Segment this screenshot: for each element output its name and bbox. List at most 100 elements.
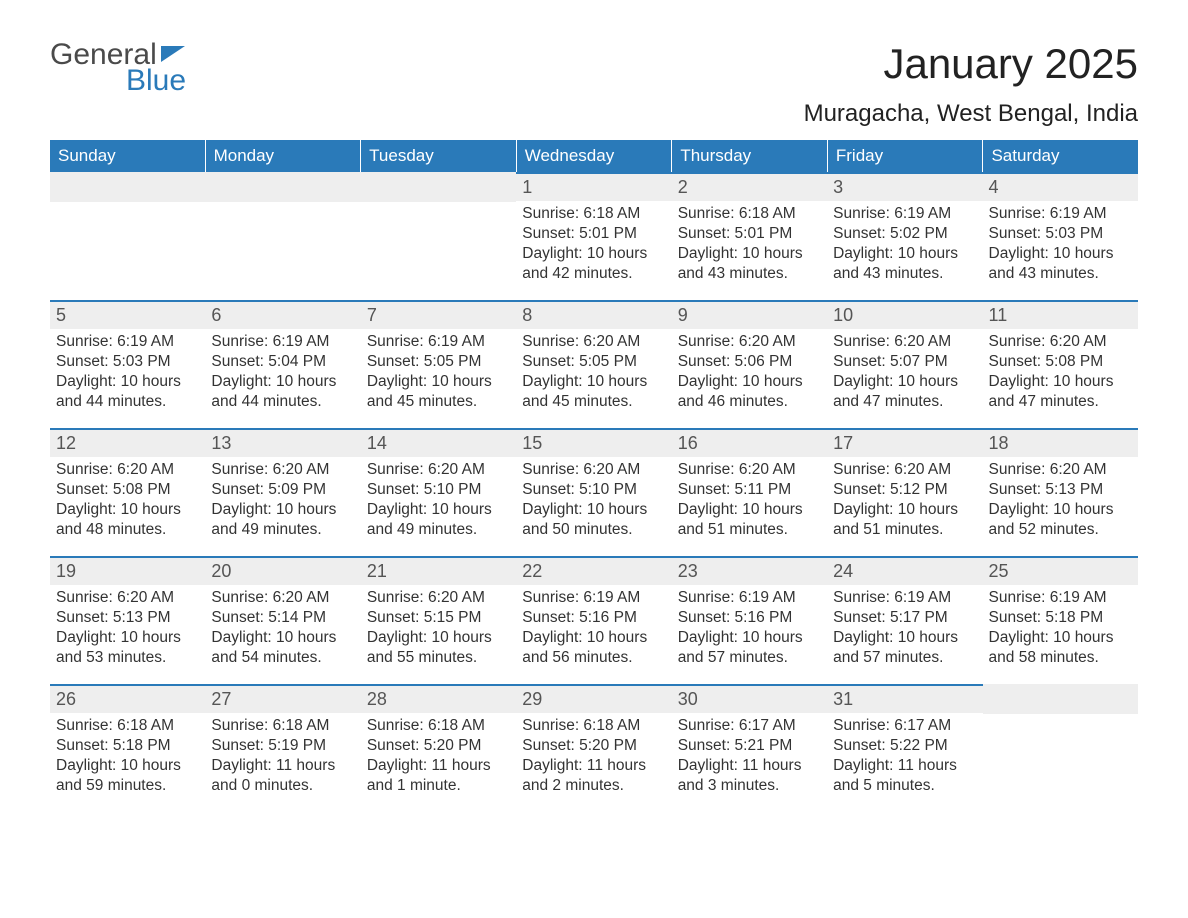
weeks-container: 1Sunrise: 6:18 AMSunset: 5:01 PMDaylight… bbox=[50, 172, 1138, 812]
day-cell: 12Sunrise: 6:20 AMSunset: 5:08 PMDayligh… bbox=[50, 428, 205, 556]
sunrise-text: Sunrise: 6:19 AM bbox=[833, 204, 976, 224]
day-number: 29 bbox=[516, 684, 671, 713]
sunrise-text: Sunrise: 6:20 AM bbox=[522, 460, 665, 480]
day-number bbox=[50, 172, 205, 202]
sunrise-text: Sunrise: 6:19 AM bbox=[367, 332, 510, 352]
day-number: 22 bbox=[516, 556, 671, 585]
daylight-text: Daylight: 10 hours and 56 minutes. bbox=[522, 628, 665, 668]
day-content: Sunrise: 6:18 AMSunset: 5:19 PMDaylight:… bbox=[205, 713, 360, 797]
day-number: 16 bbox=[672, 428, 827, 457]
daylight-text: Daylight: 10 hours and 52 minutes. bbox=[989, 500, 1132, 540]
day-cell: 17Sunrise: 6:20 AMSunset: 5:12 PMDayligh… bbox=[827, 428, 982, 556]
daylight-text: Daylight: 10 hours and 53 minutes. bbox=[56, 628, 199, 668]
sunrise-text: Sunrise: 6:20 AM bbox=[211, 588, 354, 608]
day-cell: 28Sunrise: 6:18 AMSunset: 5:20 PMDayligh… bbox=[361, 684, 516, 812]
weekday-header: Sunday bbox=[50, 140, 205, 172]
day-number: 20 bbox=[205, 556, 360, 585]
day-number: 12 bbox=[50, 428, 205, 457]
day-content: Sunrise: 6:19 AMSunset: 5:18 PMDaylight:… bbox=[983, 585, 1138, 669]
day-number: 31 bbox=[827, 684, 982, 713]
daylight-text: Daylight: 11 hours and 3 minutes. bbox=[678, 756, 821, 796]
sunrise-text: Sunrise: 6:19 AM bbox=[989, 588, 1132, 608]
day-cell bbox=[983, 684, 1138, 812]
day-content: Sunrise: 6:18 AMSunset: 5:20 PMDaylight:… bbox=[361, 713, 516, 797]
day-number: 27 bbox=[205, 684, 360, 713]
day-number: 30 bbox=[672, 684, 827, 713]
sunset-text: Sunset: 5:20 PM bbox=[367, 736, 510, 756]
week-row: 12 Sunrise: 6:20 AM Sunset: 5:08 PM Dayligh… bbox=[50, 428, 1138, 556]
day-number: 11 bbox=[983, 300, 1138, 329]
day-cell: 21Sunrise: 6:20 AMSunset: 5:15 PMDayligh… bbox=[361, 556, 516, 684]
day-content: Sunrise: 6:18 AMSunset: 5:01 PMDaylight:… bbox=[516, 201, 671, 285]
day-content: Sunrise: 6:20 AMSunset: 5:11 PMDaylight:… bbox=[672, 457, 827, 541]
day-number bbox=[205, 172, 360, 202]
weekday-header: Wednesday bbox=[516, 140, 672, 172]
day-cell: 25Sunrise: 6:19 AMSunset: 5:18 PMDayligh… bbox=[983, 556, 1138, 684]
day-cell: 13Sunrise: 6:20 AMSunset: 5:09 PMDayligh… bbox=[205, 428, 360, 556]
day-cell: 27Sunrise: 6:18 AMSunset: 5:19 PMDayligh… bbox=[205, 684, 360, 812]
location-label: Muragacha, West Bengal, India bbox=[50, 100, 1138, 128]
daylight-text: Daylight: 10 hours and 42 minutes. bbox=[522, 244, 665, 284]
daylight-text: Daylight: 10 hours and 49 minutes. bbox=[367, 500, 510, 540]
daylight-text: Daylight: 10 hours and 55 minutes. bbox=[367, 628, 510, 668]
day-cell bbox=[205, 172, 360, 300]
daylight-text: Daylight: 10 hours and 58 minutes. bbox=[989, 628, 1132, 668]
day-cell: 22Sunrise: 6:19 AMSunset: 5:16 PMDayligh… bbox=[516, 556, 671, 684]
day-number: 21 bbox=[361, 556, 516, 585]
logo: General Blue bbox=[50, 40, 186, 96]
sunset-text: Sunset: 5:15 PM bbox=[367, 608, 510, 628]
day-content: Sunrise: 6:19 AMSunset: 5:16 PMDaylight:… bbox=[516, 585, 671, 669]
daylight-text: Daylight: 10 hours and 45 minutes. bbox=[522, 372, 665, 412]
sunset-text: Sunset: 5:08 PM bbox=[56, 480, 199, 500]
daylight-text: Daylight: 10 hours and 50 minutes. bbox=[522, 500, 665, 540]
day-content: Sunrise: 6:20 AMSunset: 5:12 PMDaylight:… bbox=[827, 457, 982, 541]
sunrise-text: Sunrise: 6:18 AM bbox=[56, 716, 199, 736]
day-content: Sunrise: 6:20 AMSunset: 5:15 PMDaylight:… bbox=[361, 585, 516, 669]
sunset-text: Sunset: 5:13 PM bbox=[989, 480, 1132, 500]
sunset-text: Sunset: 5:04 PM bbox=[211, 352, 354, 372]
day-content: Sunrise: 6:19 AMSunset: 5:16 PMDaylight:… bbox=[672, 585, 827, 669]
day-number: 14 bbox=[361, 428, 516, 457]
weekday-header-row: SundayMondayTuesdayWednesdayThursdayFrid… bbox=[50, 140, 1138, 172]
daylight-text: Daylight: 10 hours and 49 minutes. bbox=[211, 500, 354, 540]
sunrise-text: Sunrise: 6:18 AM bbox=[678, 204, 821, 224]
sunset-text: Sunset: 5:16 PM bbox=[678, 608, 821, 628]
sunrise-text: Sunrise: 6:19 AM bbox=[833, 588, 976, 608]
daylight-text: Daylight: 11 hours and 1 minute. bbox=[367, 756, 510, 796]
day-content: Sunrise: 6:17 AMSunset: 5:21 PMDaylight:… bbox=[672, 713, 827, 797]
header: General Blue January 2025 bbox=[50, 40, 1138, 96]
day-number: 24 bbox=[827, 556, 982, 585]
weekday-header: Friday bbox=[827, 140, 983, 172]
day-content: Sunrise: 6:20 AMSunset: 5:10 PMDaylight:… bbox=[516, 457, 671, 541]
week-row: 19Sunrise: 6:20 AMSunset: 5:13 PMDayligh… bbox=[50, 556, 1138, 684]
day-content: Sunrise: 6:19 AMSunset: 5:03 PMDaylight:… bbox=[50, 329, 205, 413]
week-row: 1Sunrise: 6:18 AMSunset: 5:01 PMDaylight… bbox=[50, 172, 1138, 300]
day-cell: 19Sunrise: 6:20 AMSunset: 5:13 PMDayligh… bbox=[50, 556, 205, 684]
day-number: 7 bbox=[361, 300, 516, 329]
daylight-text: Daylight: 11 hours and 0 minutes. bbox=[211, 756, 354, 796]
sunrise-text: Sunrise: 6:18 AM bbox=[211, 716, 354, 736]
day-number: 8 bbox=[516, 300, 671, 329]
sunset-text: Sunset: 5:03 PM bbox=[56, 352, 199, 372]
day-cell: 5Sunrise: 6:19 AMSunset: 5:03 PMDaylight… bbox=[50, 300, 205, 428]
day-cell: 2Sunrise: 6:18 AMSunset: 5:01 PMDaylight… bbox=[672, 172, 827, 300]
sunrise-text: Sunrise: 6:19 AM bbox=[522, 588, 665, 608]
week-row: 5Sunrise: 6:19 AMSunset: 5:03 PMDaylight… bbox=[50, 300, 1138, 428]
day-content: Sunrise: 6:17 AMSunset: 5:22 PMDaylight:… bbox=[827, 713, 982, 797]
page-title: January 2025 bbox=[883, 40, 1138, 88]
sunrise-text: Sunrise: 6:20 AM bbox=[211, 460, 354, 480]
sunrise-text: Sunrise: 6:20 AM bbox=[522, 332, 665, 352]
sunset-text: Sunset: 5:20 PM bbox=[522, 736, 665, 756]
sunrise-text: Sunrise: 6:20 AM bbox=[833, 460, 976, 480]
sunset-text: Sunset: 5:12 PM bbox=[833, 480, 976, 500]
sunrise-text: Sunrise: 6:18 AM bbox=[522, 204, 665, 224]
day-cell: 23Sunrise: 6:19 AMSunset: 5:16 PMDayligh… bbox=[672, 556, 827, 684]
sunset-text: Sunset: 5:16 PM bbox=[522, 608, 665, 628]
sunset-text: Sunset: 5:06 PM bbox=[678, 352, 821, 372]
day-content: Sunrise: 6:20 AMSunset: 5:13 PMDaylight:… bbox=[50, 585, 205, 669]
day-cell: 3Sunrise: 6:19 AMSunset: 5:02 PMDaylight… bbox=[827, 172, 982, 300]
daylight-text: Daylight: 10 hours and 45 minutes. bbox=[367, 372, 510, 412]
daylight-text: Daylight: 10 hours and 43 minutes. bbox=[989, 244, 1132, 284]
day-content: Sunrise: 6:20 AMSunset: 5:09 PMDaylight:… bbox=[205, 457, 360, 541]
sunrise-text: Sunrise: 6:18 AM bbox=[367, 716, 510, 736]
